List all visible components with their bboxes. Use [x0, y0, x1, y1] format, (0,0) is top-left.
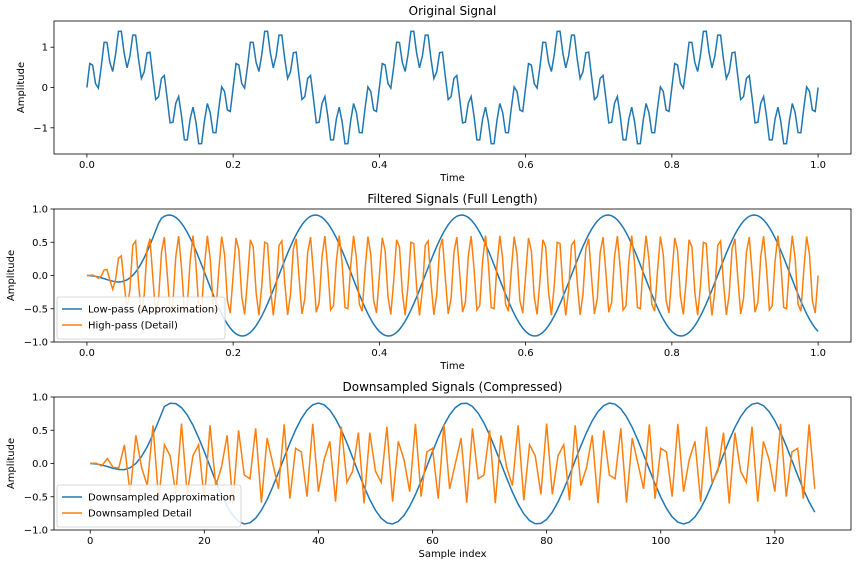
y-tick-label: 0: [42, 83, 48, 94]
legend: Low-pass (Approximation) High-pass (Detai…: [56, 296, 226, 340]
series-line-2: [90, 423, 816, 504]
y-axis-label: Amplitude: [6, 438, 17, 489]
y-tick-label: −1.0: [24, 526, 48, 537]
x-axis-label: Sample index: [418, 549, 486, 560]
series-line-1: [86, 30, 819, 145]
x-axis-label: Time: [439, 173, 464, 184]
x-tick-label: 1.0: [810, 160, 826, 171]
legend-label: Downsampled Approximation: [88, 493, 235, 504]
x-tick-label: 0.6: [518, 348, 534, 359]
x-axis-label: Time: [439, 361, 464, 372]
x-tick-label: 0: [87, 536, 93, 547]
series-line-1: [86, 214, 819, 337]
x-tick-label: 100: [651, 536, 670, 547]
subplot-3: 0 20 40 60 80 100 120 −1.0 −0.5 0.0 0.5 1.0 Downsamp…: [6, 380, 852, 560]
y-tick-label: −1: [33, 123, 48, 134]
x-tick-label: 0.4: [371, 348, 387, 359]
y-tick-label: 0.0: [32, 271, 48, 282]
chart-title: Filtered Signals (Full Length): [367, 192, 537, 206]
x-tick-label: 0.8: [664, 348, 680, 359]
y-tick-label: 0.0: [32, 459, 48, 470]
x-tick-label: 60: [426, 536, 439, 547]
y-axis-label: Amplitude: [6, 250, 17, 301]
legend-label: Downsampled Detail: [88, 509, 192, 520]
subplot-1: 0.0 0.2 0.4 0.6 0.8 1.0 −1 0 1 Original Signal Tim…: [16, 4, 852, 184]
x-tick-label: 1.0: [810, 348, 826, 359]
y-tick-label: −0.5: [24, 492, 48, 503]
y-tick-label: −1.0: [24, 338, 48, 349]
subplot-2: 0.0 0.2 0.4 0.6 0.8 1.0 −1.0 −0.5 0.0 0.5 1.0 Filte…: [6, 192, 852, 372]
legend-box: [56, 296, 226, 340]
x-tick-label: 120: [765, 536, 784, 547]
series-line-2: [86, 235, 819, 316]
x-tick-label: 40: [312, 536, 325, 547]
series-line-1: [90, 402, 816, 525]
x-tick-label: 0.4: [371, 160, 387, 171]
x-tick-label: 0.0: [79, 160, 95, 171]
y-tick-label: 0.5: [32, 238, 48, 249]
y-axis-label: Amplitude: [16, 62, 27, 113]
x-tick-label: 20: [198, 536, 211, 547]
y-tick-label: 0.5: [32, 426, 48, 437]
y-tick-label: 1.0: [32, 205, 48, 216]
legend-label: Low-pass (Approximation): [88, 305, 218, 316]
x-tick-label: 0.2: [225, 348, 241, 359]
x-tick-label: 80: [540, 536, 553, 547]
chart-title: Original Signal: [409, 4, 497, 18]
y-tick-label: 1: [42, 43, 48, 54]
x-tick-label: 0.8: [664, 160, 680, 171]
legend-label: High-pass (Detail): [88, 321, 178, 332]
y-tick-label: 1.0: [32, 393, 48, 404]
legend-box: [56, 484, 242, 528]
legend: Downsampled Approximation Downsampled Det…: [56, 484, 242, 528]
x-tick-label: 0.2: [225, 160, 241, 171]
x-tick-label: 0.6: [518, 160, 534, 171]
chart-title: Downsampled Signals (Compressed): [343, 380, 563, 394]
y-tick-label: −0.5: [24, 304, 48, 315]
x-tick-label: 0.0: [79, 348, 95, 359]
